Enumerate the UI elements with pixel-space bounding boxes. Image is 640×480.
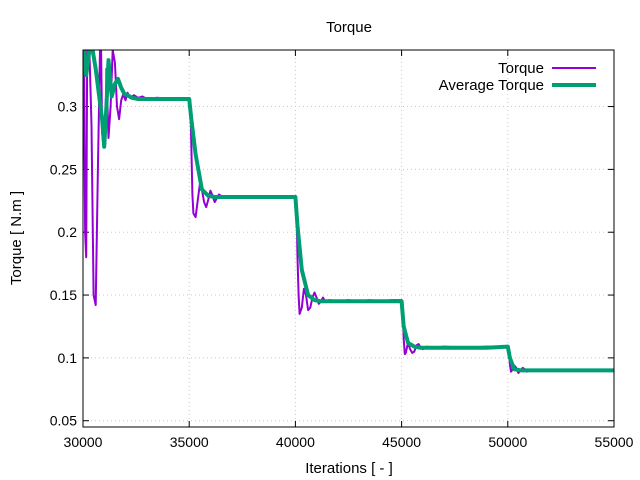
y-tick-label: 0.1 [58,350,78,366]
x-tick-label: 35000 [170,434,209,450]
grid [83,50,614,427]
x-tick-label: 55000 [595,434,634,450]
series-line-average-torque [83,50,614,373]
axis-ticks: 30000 35000 40000 45000 50000 55000 0.05 0.1 0.1… [50,50,634,450]
x-tick-label: 40000 [276,434,315,450]
x-tick-label: 45000 [382,434,421,450]
legend-label-average-torque: Average Torque [439,77,544,94]
x-axis-title: Iterations [ - ] [305,460,393,477]
series-line-torque [83,50,614,388]
y-axis-title: Torque [ N.m ] [8,191,25,285]
x-tick-label: 50000 [488,434,527,450]
plot-frame [82,49,615,428]
legend-label-torque: Torque [498,60,544,77]
y-tick-label: 0.15 [50,287,77,303]
y-tick-label: 0.3 [58,99,78,115]
series-lines [83,50,614,388]
legend: Torque Average Torque [439,60,596,94]
y-tick-label: 0.2 [58,224,78,240]
y-tick-label: 0.25 [50,161,77,177]
x-tick-label: 30000 [64,434,103,450]
y-tick-label: 0.05 [50,413,77,429]
chart-title: Torque [326,19,372,36]
